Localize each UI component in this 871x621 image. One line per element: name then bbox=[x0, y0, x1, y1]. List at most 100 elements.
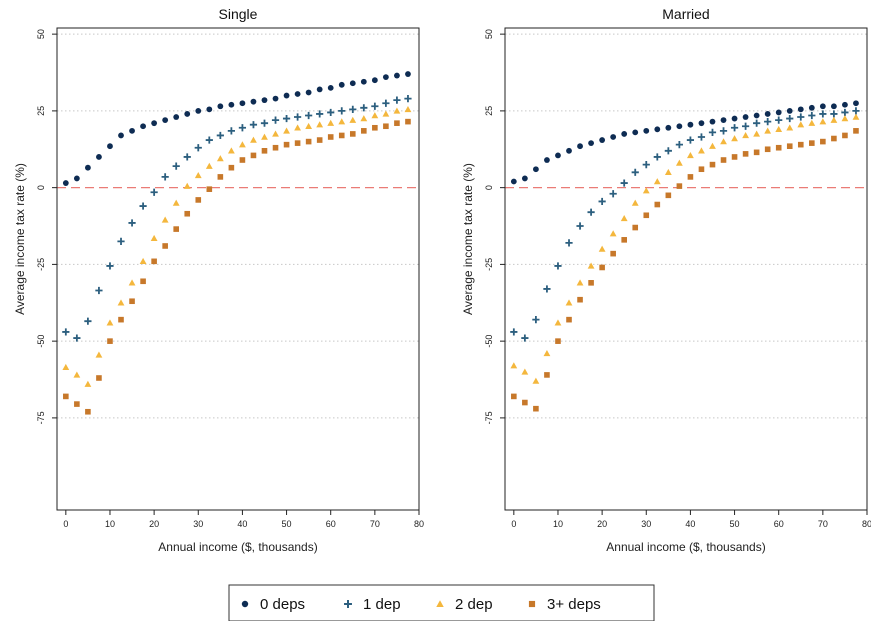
data-point bbox=[797, 106, 804, 113]
data-point bbox=[654, 126, 661, 133]
data-point bbox=[642, 161, 650, 169]
data-point bbox=[184, 111, 191, 117]
data-point bbox=[128, 279, 136, 286]
data-point bbox=[555, 152, 561, 159]
data-point bbox=[521, 175, 528, 182]
legend-item: 1 dep bbox=[344, 596, 401, 613]
data-point bbox=[819, 103, 826, 110]
data-point bbox=[676, 183, 683, 189]
data-point bbox=[327, 84, 334, 91]
data-point bbox=[107, 143, 113, 150]
data-point bbox=[753, 149, 760, 156]
data-point bbox=[709, 161, 716, 168]
data-point bbox=[316, 137, 323, 143]
legend-marker bbox=[241, 600, 249, 608]
data-point bbox=[820, 138, 826, 145]
data-point bbox=[205, 162, 213, 169]
legend-label: 0 deps bbox=[260, 596, 305, 613]
data-point bbox=[731, 154, 738, 160]
data-point bbox=[852, 113, 860, 120]
data-point bbox=[283, 127, 290, 134]
panel-title: Single bbox=[219, 6, 258, 22]
series bbox=[510, 100, 859, 185]
data-point bbox=[394, 72, 400, 79]
data-point bbox=[216, 131, 224, 140]
data-point bbox=[753, 112, 760, 119]
data-point bbox=[272, 130, 279, 137]
data-point bbox=[786, 124, 794, 131]
data-point bbox=[129, 127, 135, 134]
y-axis-label: Average income tax rate (%) bbox=[13, 163, 27, 315]
data-point bbox=[327, 119, 335, 126]
data-point bbox=[404, 95, 412, 103]
chart-panel: Married 50 25 0 -25 -50 -75 0 10 20 30 40 50 60 70 80 An… bbox=[461, 6, 871, 554]
chart-panel: Single 50 25 0 -25 -50 -75 0 10 20 30 40 50 60 70 80 Ann… bbox=[13, 6, 424, 554]
data-point bbox=[349, 116, 357, 123]
data-point bbox=[631, 199, 639, 206]
data-point bbox=[393, 107, 401, 114]
data-point bbox=[675, 141, 683, 149]
data-point bbox=[372, 124, 378, 131]
data-point bbox=[808, 104, 815, 111]
data-point bbox=[250, 98, 257, 105]
x-tick-label: 0 bbox=[63, 519, 68, 529]
data-point bbox=[643, 127, 650, 134]
y-tick-label: -50 bbox=[36, 335, 46, 348]
data-point bbox=[293, 113, 302, 121]
legend-label: 2 dep bbox=[455, 596, 493, 613]
data-point bbox=[183, 182, 191, 189]
data-point bbox=[371, 112, 379, 119]
data-point bbox=[305, 138, 312, 145]
data-point bbox=[106, 262, 114, 270]
data-point bbox=[521, 334, 529, 342]
data-point bbox=[720, 117, 727, 124]
data-point bbox=[511, 393, 517, 400]
data-point bbox=[118, 132, 124, 139]
data-point bbox=[588, 280, 594, 286]
data-point bbox=[808, 119, 816, 126]
data-point bbox=[830, 103, 837, 110]
plot-frame bbox=[504, 27, 868, 511]
data-point bbox=[764, 118, 772, 126]
data-point bbox=[173, 226, 179, 232]
data-point bbox=[654, 201, 661, 208]
x-axis-label: Annual income ($, thousands) bbox=[606, 540, 765, 554]
data-point bbox=[283, 141, 290, 148]
data-point bbox=[338, 81, 345, 88]
data-point bbox=[544, 157, 550, 163]
legend-label: 3+ deps bbox=[547, 596, 601, 613]
data-point bbox=[95, 286, 103, 295]
data-point bbox=[753, 130, 761, 137]
data-point bbox=[194, 171, 202, 179]
x-tick-label: 50 bbox=[282, 519, 292, 529]
y-tick-label: -75 bbox=[484, 411, 494, 424]
data-point bbox=[676, 123, 683, 130]
data-point bbox=[775, 125, 783, 133]
data-point bbox=[620, 179, 628, 187]
data-point bbox=[775, 144, 782, 151]
data-point bbox=[653, 178, 661, 185]
x-tick-label: 30 bbox=[641, 519, 651, 529]
y-tick-label: 50 bbox=[36, 29, 46, 39]
x-tick-label: 0 bbox=[511, 519, 516, 529]
data-point bbox=[786, 114, 794, 123]
data-point bbox=[698, 120, 705, 127]
data-point bbox=[272, 144, 279, 151]
data-point bbox=[150, 234, 158, 242]
x-tick-label: 20 bbox=[149, 519, 159, 529]
data-point bbox=[709, 142, 716, 149]
data-point bbox=[686, 136, 695, 144]
data-point bbox=[831, 135, 837, 142]
data-point bbox=[63, 393, 69, 400]
data-point bbox=[360, 78, 367, 85]
data-point bbox=[74, 401, 80, 407]
series bbox=[62, 71, 411, 186]
data-point bbox=[566, 316, 572, 323]
legend-item: 0 deps bbox=[241, 596, 305, 613]
data-point bbox=[195, 107, 202, 114]
data-point bbox=[565, 299, 573, 306]
data-point bbox=[139, 202, 147, 210]
data-point bbox=[173, 114, 180, 120]
data-point bbox=[172, 162, 180, 170]
data-point bbox=[621, 131, 628, 137]
